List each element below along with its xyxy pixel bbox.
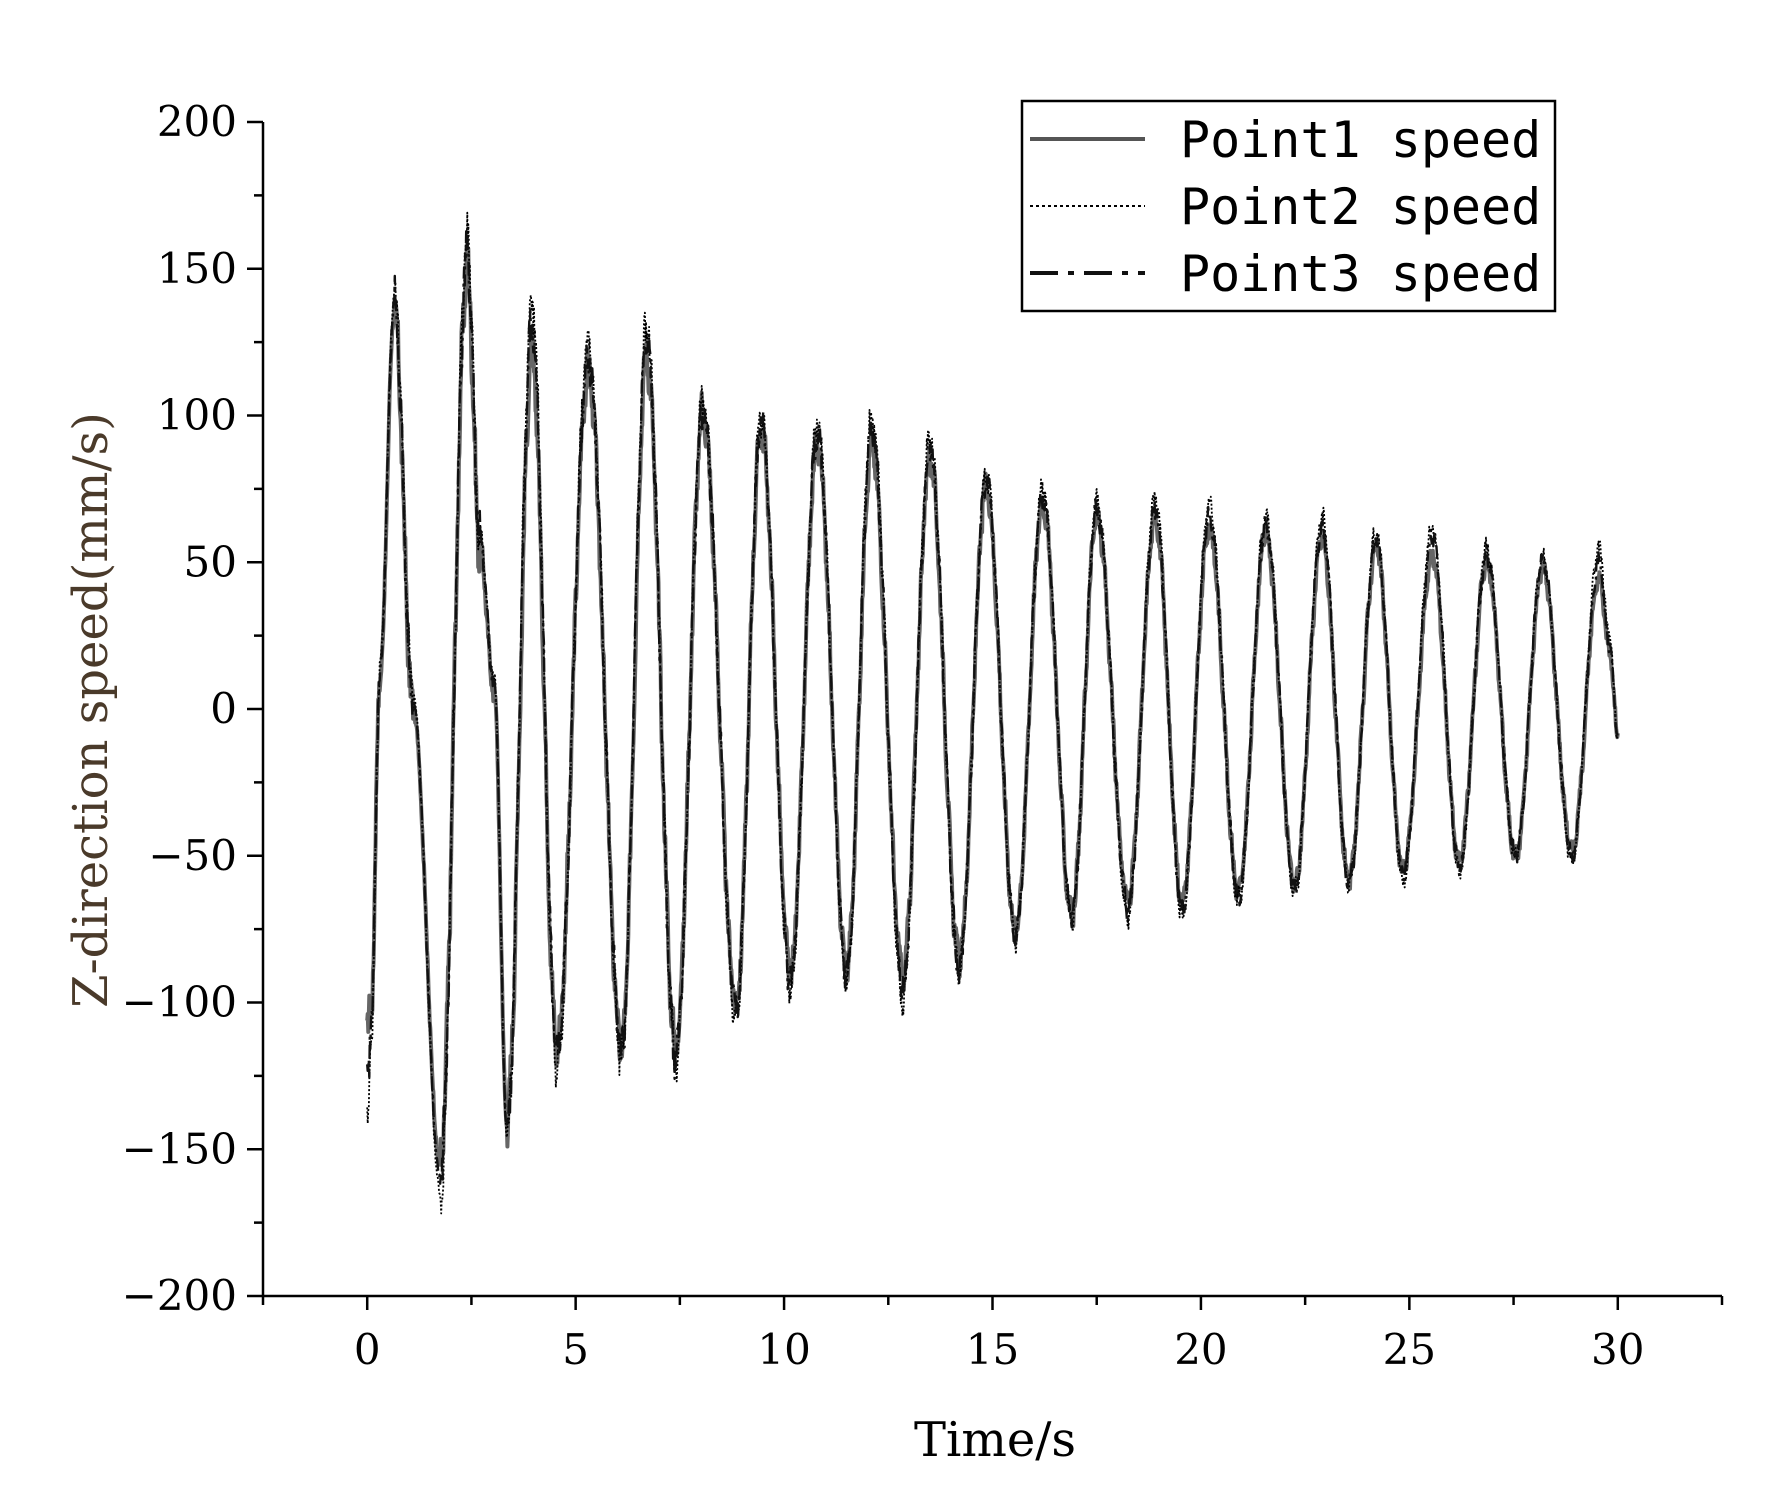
y-tick-label: 200 (157, 97, 237, 146)
x-tick-label: 25 (1383, 1325, 1436, 1374)
series-line-3 (366, 227, 1619, 1185)
y-tick-label: −200 (122, 1271, 237, 1320)
plot-lines (365, 211, 1620, 1215)
y-tick-label: 0 (210, 684, 237, 733)
ticks: 0 5 10 15 20 25 30 200 150 100 50 0 −50 −100 −150 −200 (122, 97, 1724, 1374)
x-tick-label: 30 (1591, 1325, 1644, 1374)
y-tick-label: 50 (184, 537, 237, 586)
legend-label-point3: Point3 speed (1180, 245, 1541, 303)
x-tick-label: 15 (966, 1325, 1019, 1374)
x-tick-label: 0 (354, 1325, 381, 1374)
y-axis-title: Z-direction speed(mm/s) (63, 412, 119, 1008)
legend-label-point1: Point1 speed (1180, 111, 1541, 169)
x-tick-label: 20 (1174, 1325, 1227, 1374)
y-tick-label: −150 (122, 1124, 237, 1173)
legend-label-point2: Point2 speed (1180, 178, 1541, 236)
y-tick-label: 100 (157, 391, 237, 440)
series-line-2 (366, 211, 1619, 1215)
y-tick-label: 150 (157, 244, 237, 293)
x-tick-label: 5 (562, 1325, 589, 1374)
y-tick-label: −50 (148, 831, 237, 880)
legend: Point1 speed Point2 speed Point3 speed (1020, 99, 1557, 313)
x-tick-label: 10 (757, 1325, 810, 1374)
y-tick-label: −100 (122, 978, 237, 1027)
x-axis-title: Time/s (914, 1412, 1076, 1468)
